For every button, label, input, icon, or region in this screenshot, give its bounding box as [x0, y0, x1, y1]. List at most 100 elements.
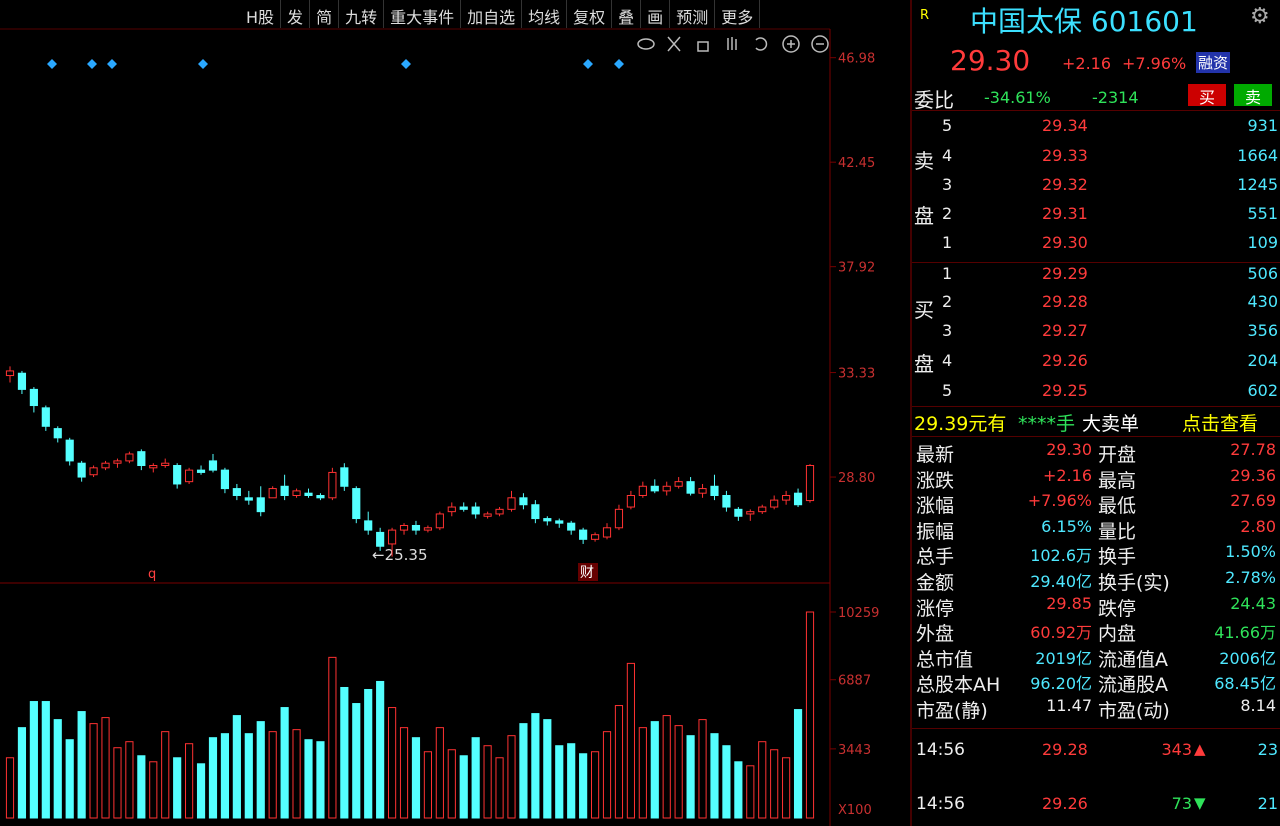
volume-bar	[543, 719, 552, 819]
candle-body	[782, 494, 791, 501]
volume-bar	[89, 723, 98, 819]
trade-time: 14:56	[916, 794, 965, 814]
event-markers	[47, 59, 624, 69]
candle-body	[447, 506, 456, 513]
volume-bar	[149, 761, 158, 819]
volume-bar	[722, 745, 731, 819]
stat-value: 96.20亿	[1030, 674, 1092, 694]
candle-body	[543, 518, 552, 522]
trade-arrow: ▼	[1194, 794, 1206, 812]
candle-body	[388, 529, 397, 545]
level-volume: 430	[1247, 292, 1278, 311]
toolbar-item[interactable]: 均线	[522, 0, 568, 28]
stat-label: 跌停	[1098, 597, 1137, 620]
candle-body	[53, 428, 62, 439]
level-volume: 551	[1247, 204, 1278, 223]
level: 3	[942, 321, 953, 340]
toolbar-item[interactable]: 复权	[567, 0, 613, 28]
toolbar-item[interactable]: 重大事件	[384, 0, 462, 28]
y-tick-label: 37.92	[838, 261, 875, 276]
toolbar-item[interactable]: 叠	[612, 0, 642, 28]
tool-icons[interactable]	[637, 35, 829, 53]
candle-body	[244, 497, 253, 501]
volume-bar	[602, 731, 612, 819]
stat-label: 流通股A	[1098, 674, 1168, 697]
candle-body	[519, 497, 528, 506]
level-volume: 356	[1247, 321, 1278, 340]
volume-bar	[101, 717, 110, 819]
trade-volume: 73	[1171, 794, 1192, 813]
volume-bar	[137, 755, 146, 819]
stat-label: 换手(实)	[1098, 572, 1170, 594]
candle-body	[149, 465, 158, 469]
sell-button[interactable]: 买	[1188, 84, 1226, 107]
toolbar-item[interactable]: 简	[310, 0, 340, 28]
volume-bar	[793, 709, 803, 819]
volume-bar	[208, 737, 218, 819]
candle-body	[638, 485, 647, 496]
level: 1	[942, 233, 953, 252]
candle-body	[376, 531, 385, 547]
toolbar-item[interactable]: 画	[641, 0, 671, 28]
level-volume: 602	[1247, 381, 1278, 400]
candle-body	[113, 460, 122, 464]
volume-bar	[471, 737, 480, 819]
level-price: 29.27	[1042, 321, 1088, 340]
volume-bar	[614, 705, 624, 819]
candle-body	[220, 469, 230, 490]
candle-body	[722, 494, 731, 508]
level-volume: 506	[1247, 264, 1278, 283]
volume-bar	[268, 731, 277, 819]
volume-bar	[220, 733, 230, 819]
stat-label: 内盘	[1098, 623, 1137, 646]
stat-value: 68.45亿	[1214, 674, 1276, 694]
toolbar-item[interactable]: 更多	[715, 0, 761, 28]
level: 4	[942, 146, 953, 165]
volume-bar	[232, 715, 241, 819]
toolbar-item[interactable]: 加自选	[461, 0, 523, 28]
candle-body	[590, 534, 600, 540]
buy-button[interactable]: 卖	[1234, 84, 1272, 107]
stat-value: 2006亿	[1219, 648, 1276, 668]
candle-body	[364, 520, 373, 531]
volume-bar	[734, 761, 743, 819]
volume-bar	[650, 721, 659, 819]
candle-body	[734, 508, 743, 517]
trade-volume: 343	[1161, 740, 1192, 759]
toolbar-item[interactable]: H股	[240, 0, 282, 28]
candle-body	[495, 508, 504, 515]
volume-bar	[579, 753, 588, 819]
volume-bar	[173, 757, 182, 819]
candle-body	[208, 460, 218, 471]
volume-bar	[746, 765, 755, 819]
volume-bar	[662, 715, 671, 819]
volume-bar	[388, 707, 397, 819]
level-volume: 1664	[1237, 146, 1278, 165]
change-pct: +7.96%	[1122, 54, 1187, 73]
candle-body	[41, 407, 50, 427]
marker: 财	[580, 565, 594, 581]
trade-price: 29.26	[1042, 794, 1088, 813]
candle-body	[459, 506, 468, 510]
level-volume: 204	[1247, 351, 1278, 370]
candle-body	[686, 481, 695, 494]
candle-body	[698, 488, 707, 494]
candle-body	[173, 465, 182, 485]
candle-body	[674, 481, 683, 487]
volume-bar	[519, 723, 528, 819]
level-price: 29.26	[1042, 351, 1088, 370]
candle-body	[531, 504, 540, 520]
level: 2	[942, 204, 953, 223]
volume-bar	[770, 749, 779, 819]
marker: q	[148, 567, 156, 582]
stat-value: 8.14	[1240, 696, 1276, 715]
level: 4	[942, 351, 953, 370]
candle-body	[650, 485, 659, 492]
toolbar-item[interactable]: 发	[281, 0, 311, 28]
toolbar-item[interactable]: 九转	[339, 0, 385, 28]
candle-body	[137, 451, 146, 467]
level-volume: 1245	[1237, 175, 1278, 194]
volume-bar	[698, 719, 707, 819]
toolbar-item[interactable]: 预测	[670, 0, 716, 28]
volume-bar	[352, 703, 361, 819]
